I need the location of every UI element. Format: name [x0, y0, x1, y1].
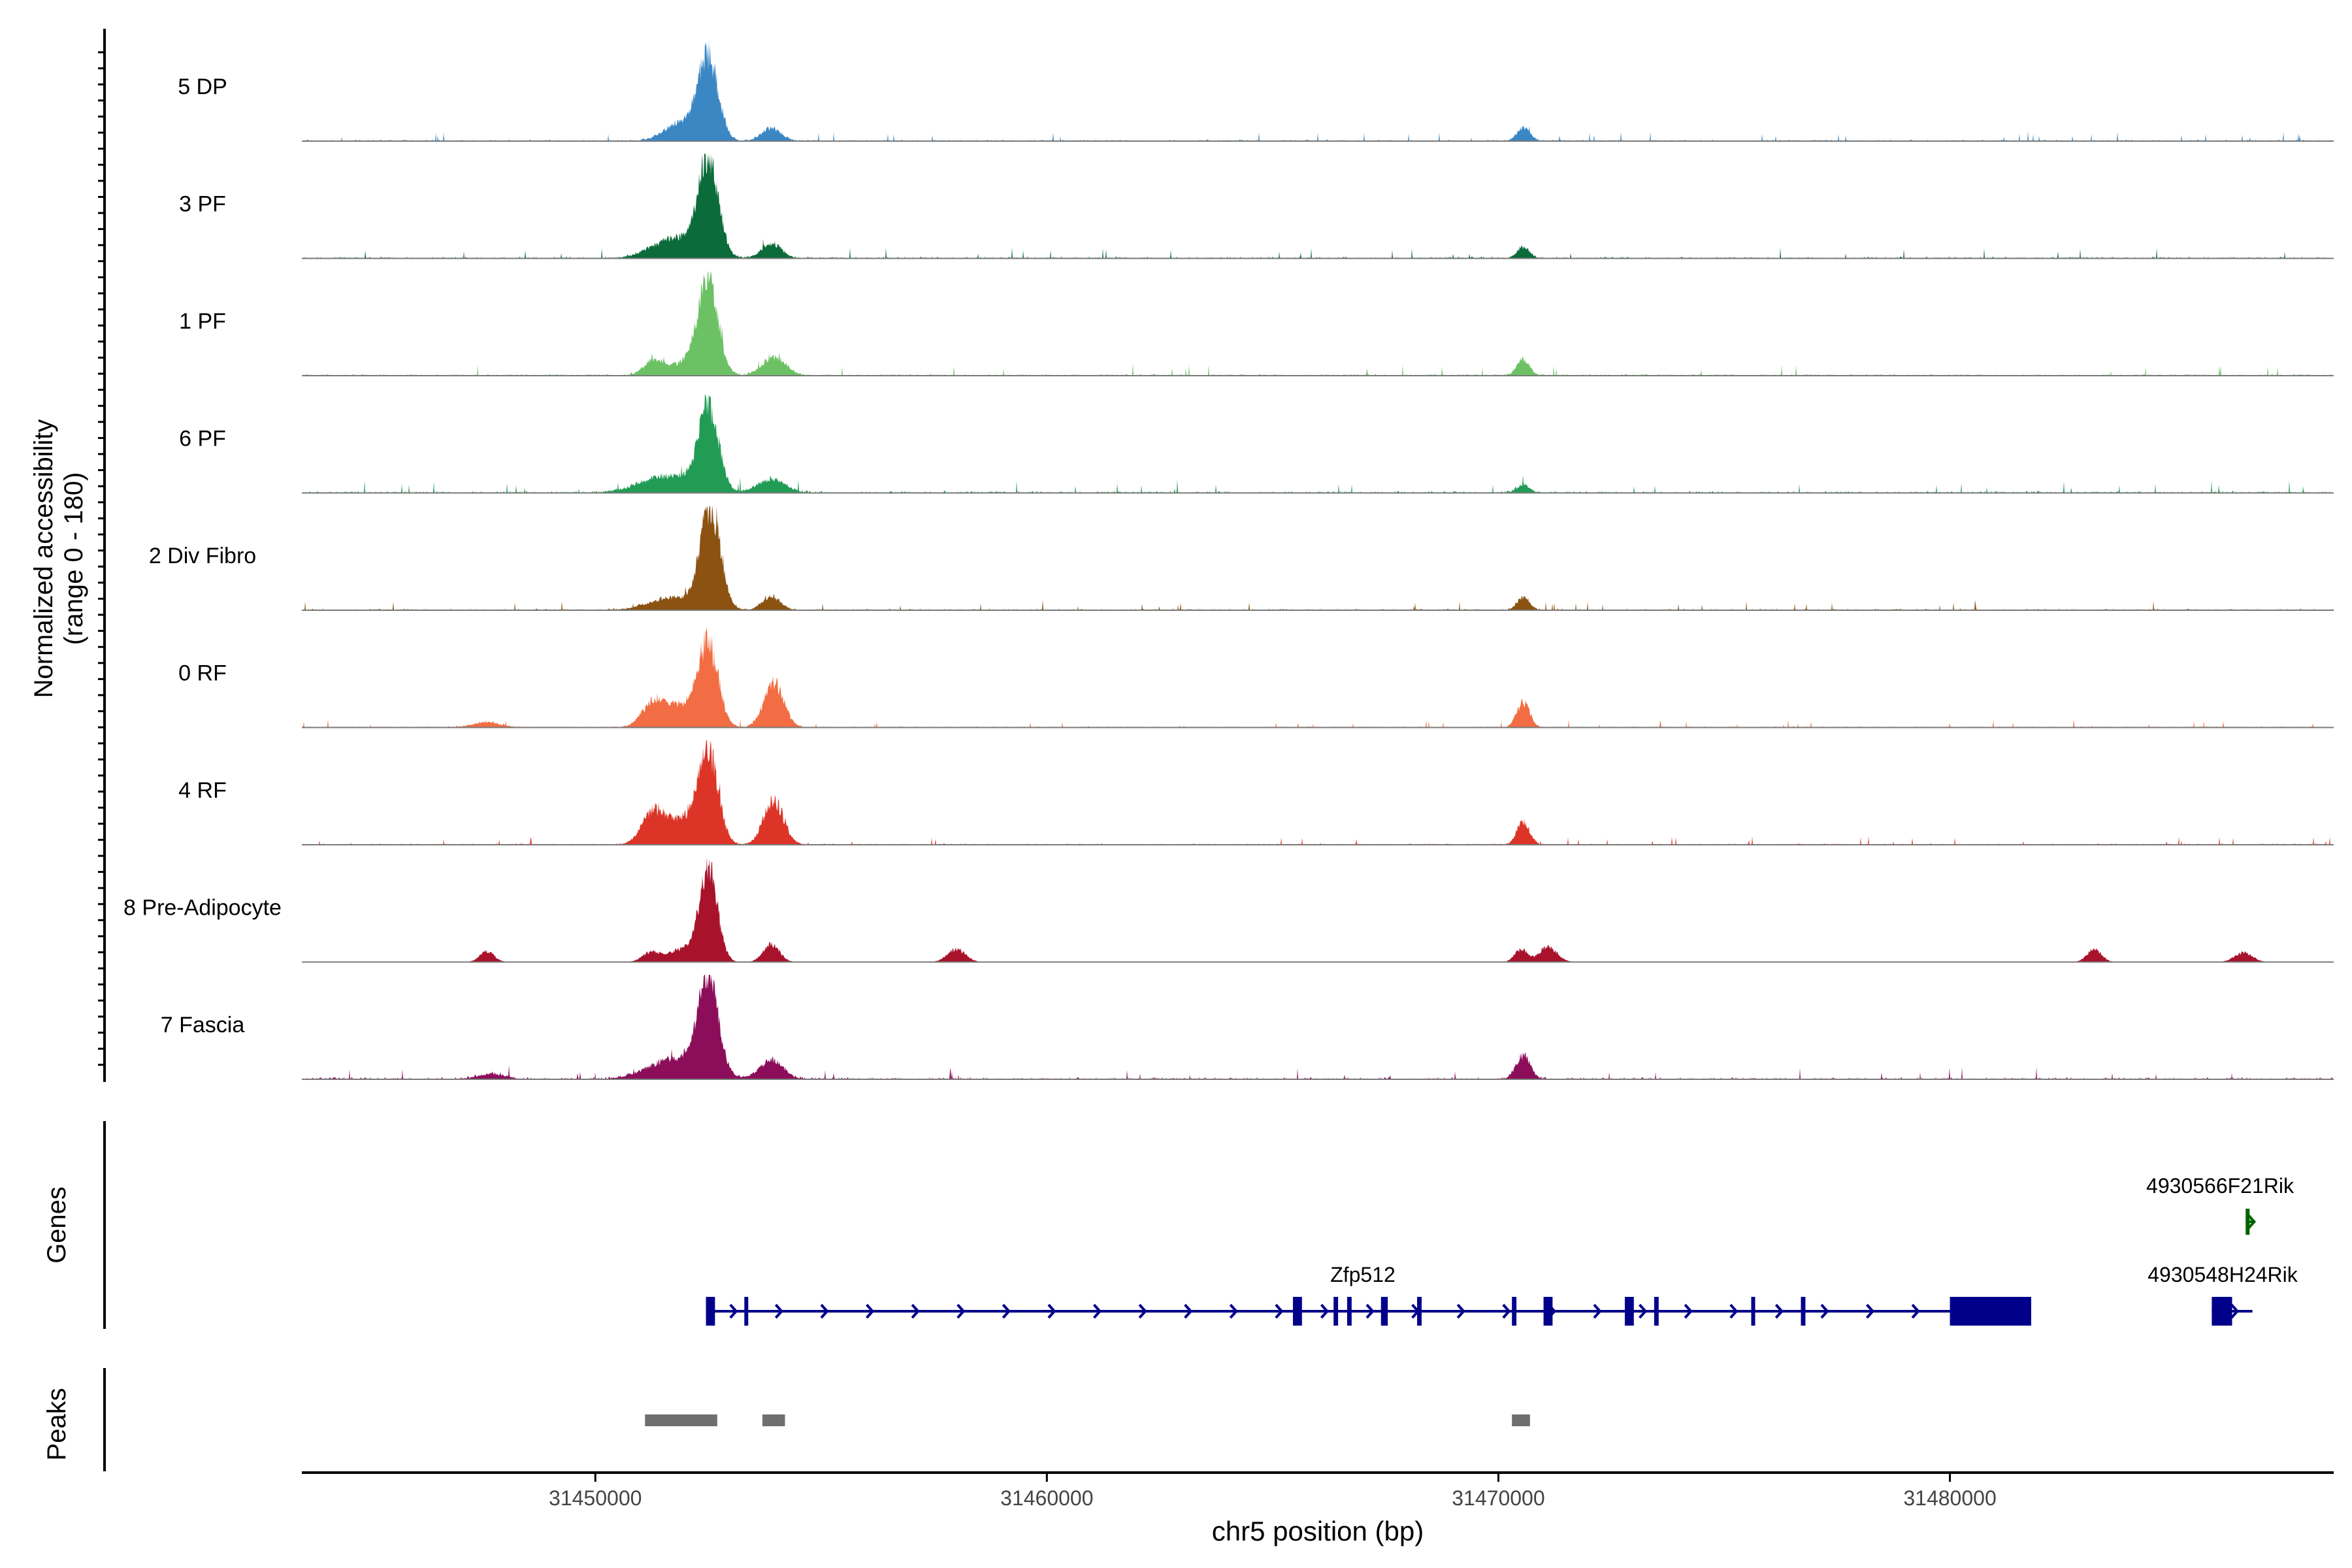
gene-4930548h24rik: 4930548H24Rik: [2148, 1263, 2298, 1326]
strand-arrow: [1502, 1303, 1511, 1319]
track-label: 3 PF: [179, 192, 226, 217]
strand-arrow: [1365, 1303, 1375, 1319]
strand-arrow: [1047, 1303, 1056, 1319]
gene-name-label: 4930548H24Rik: [2148, 1263, 2298, 1286]
strand-arrow: [2230, 1303, 2240, 1319]
gene-annotation-panel: Zfp512 4930548H24Rik 4930566F21Rik: [706, 1174, 2298, 1326]
strand-arrow: [820, 1303, 829, 1319]
track-label: 0 RF: [178, 661, 227, 686]
strand-arrow: [1820, 1303, 1829, 1319]
track-6-pf: 6 PF: [179, 393, 2334, 494]
exon: [1801, 1297, 1806, 1326]
strand-arrow: [1456, 1303, 1465, 1319]
x-tick-label: 31470000: [1452, 1486, 1544, 1510]
track-label: 8 Pre-Adipocyte: [123, 896, 282, 921]
x-axis: 31450000 31460000 31470000 31480000: [302, 1471, 2334, 1510]
coverage-area: [302, 740, 2334, 845]
track-label: 2 Div Fibro: [149, 544, 256, 568]
peak-region: [762, 1414, 785, 1426]
track-2-div-fibro: 2 Div Fibro: [149, 506, 2334, 611]
exon: [2246, 1209, 2250, 1235]
track-3-pf: 3 PF: [179, 154, 2334, 259]
coverage-area: [302, 627, 2334, 728]
gene-name-label: Zfp512: [1330, 1263, 1396, 1286]
exon: [1624, 1297, 1634, 1326]
strand-arrow: [1138, 1303, 1147, 1319]
left-axes: [98, 29, 106, 1471]
track-1-pf: 1 PF: [179, 271, 2334, 376]
strand-arrow: [1866, 1303, 1875, 1319]
peak-region: [1512, 1414, 1530, 1426]
exon: [1512, 1297, 1517, 1326]
strand-arrow: [866, 1303, 875, 1319]
y-axis-sublabel: (range 0 - 180): [59, 472, 88, 645]
gene-zfp512: Zfp512: [706, 1263, 2031, 1326]
gene-4930566f21rik: 4930566F21Rik: [2146, 1174, 2295, 1235]
exon: [1654, 1297, 1659, 1326]
strand-arrow: [1093, 1303, 1102, 1319]
track-label: 4 RF: [178, 778, 227, 803]
track-label: 5 DP: [178, 74, 227, 99]
track-0-rf: 0 RF: [178, 627, 2334, 728]
strand-arrow: [1275, 1303, 1284, 1319]
strand-arrow: [1911, 1303, 1920, 1319]
strand-arrow: [1639, 1303, 1648, 1319]
coverage-area: [302, 393, 2334, 493]
coverage-area: [302, 271, 2334, 376]
strand-arrow: [2247, 1214, 2257, 1230]
strand-arrow: [1684, 1303, 1693, 1319]
exon: [1417, 1297, 1422, 1326]
track-label: 7 Fascia: [161, 1013, 245, 1037]
y-axis-label: Normalized accessibility: [29, 419, 58, 698]
coverage-area: [302, 40, 2334, 141]
strand-arrow: [1593, 1303, 1602, 1319]
strand-arrow: [1229, 1303, 1238, 1319]
coverage-area: [302, 154, 2334, 259]
exon: [1347, 1297, 1352, 1326]
track-5-dp: 5 DP: [178, 40, 2334, 142]
track-label: 1 PF: [179, 309, 226, 334]
peaks-panel-label: Peaks: [42, 1388, 71, 1460]
exon: [2212, 1297, 2232, 1326]
track-8-pre-adipocyte: 8 Pre-Adipocyte: [123, 857, 2334, 963]
exon: [1543, 1297, 1553, 1326]
exon: [1333, 1297, 1339, 1326]
gene-name-label: 4930566F21Rik: [2146, 1174, 2295, 1198]
exon: [1292, 1297, 1302, 1326]
exon: [1950, 1297, 2031, 1326]
strand-arrow: [1184, 1303, 1193, 1319]
x-tick-label: 31450000: [549, 1486, 642, 1510]
coverage-tracks: 5 DP 3 PF 1 PF 6 PF 2 Div Fibro 0 RF 4 RF 8 Pre…: [123, 40, 2334, 1080]
strand-arrow: [911, 1303, 920, 1319]
coverage-area: [302, 857, 2334, 962]
track-4-rf: 4 RF: [178, 740, 2334, 845]
strand-arrow: [774, 1303, 784, 1319]
coverage-area: [302, 975, 2334, 1079]
strand-arrow: [1774, 1303, 1784, 1319]
strand-arrow: [1729, 1303, 1739, 1319]
strand-arrow: [1320, 1303, 1330, 1319]
exon: [744, 1297, 749, 1326]
strand-arrow: [729, 1303, 738, 1319]
x-axis-label: chr5 position (bp): [1212, 1516, 1424, 1546]
peak-panel: [645, 1414, 1530, 1426]
x-tick-label: 31460000: [1000, 1486, 1093, 1510]
exon: [1380, 1297, 1388, 1326]
track-label: 6 PF: [179, 427, 226, 451]
exon: [1751, 1297, 1756, 1326]
coverage-area: [302, 506, 2334, 610]
strand-arrow: [956, 1303, 966, 1319]
track-7-fascia: 7 Fascia: [161, 975, 2334, 1080]
exon: [706, 1297, 715, 1326]
strand-arrow: [1002, 1303, 1011, 1319]
genes-panel-label: Genes: [42, 1186, 71, 1264]
peak-region: [645, 1414, 717, 1426]
x-tick-label: 31480000: [1903, 1486, 1996, 1510]
